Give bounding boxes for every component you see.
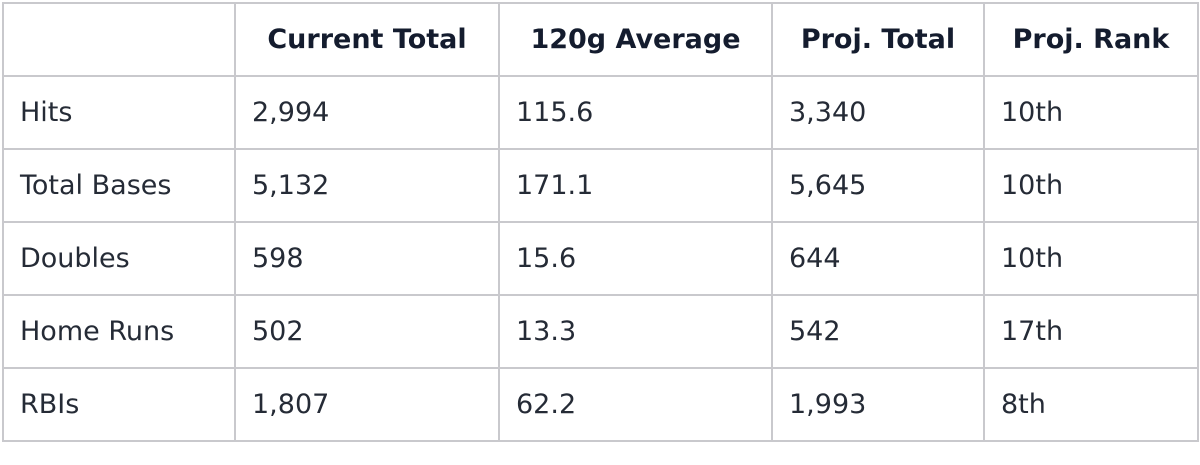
table-row: Total Bases 5,132 171.1 5,645 10th: [2, 148, 1199, 223]
proj-rank-cell: 10th: [983, 148, 1199, 223]
table-row: Hits 2,994 115.6 3,340 10th: [2, 75, 1199, 150]
proj-rank-cell: 17th: [983, 294, 1199, 369]
current-total-cell: 5,132: [234, 148, 500, 223]
stat-name-cell: Hits: [2, 75, 236, 150]
stat-name-cell: Total Bases: [2, 148, 236, 223]
table-row: Doubles 598 15.6 644 10th: [2, 221, 1199, 296]
header-cell-current-total: Current Total: [234, 2, 500, 77]
header-cell-proj-total: Proj. Total: [771, 2, 985, 77]
header-row: Current Total 120g Average Proj. Total P…: [2, 2, 1199, 77]
header-cell-proj-rank: Proj. Rank: [983, 2, 1199, 77]
table-row: RBIs 1,807 62.2 1,993 8th: [2, 367, 1199, 442]
proj-total-cell: 644: [771, 221, 985, 296]
current-total-cell: 502: [234, 294, 500, 369]
avg-120g-cell: 115.6: [498, 75, 773, 150]
current-total-cell: 598: [234, 221, 500, 296]
stats-projection-table: Current Total 120g Average Proj. Total P…: [2, 2, 1199, 442]
proj-rank-cell: 8th: [983, 367, 1199, 442]
proj-total-cell: 5,645: [771, 148, 985, 223]
header-cell-120g-average: 120g Average: [498, 2, 773, 77]
proj-rank-cell: 10th: [983, 75, 1199, 150]
table-row: Home Runs 502 13.3 542 17th: [2, 294, 1199, 369]
stat-name-cell: Doubles: [2, 221, 236, 296]
table-header: Current Total 120g Average Proj. Total P…: [2, 2, 1199, 77]
avg-120g-cell: 13.3: [498, 294, 773, 369]
proj-total-cell: 3,340: [771, 75, 985, 150]
table-body: Hits 2,994 115.6 3,340 10th Total Bases …: [2, 75, 1199, 442]
header-cell-stat: [2, 2, 236, 77]
avg-120g-cell: 62.2: [498, 367, 773, 442]
proj-rank-cell: 10th: [983, 221, 1199, 296]
avg-120g-cell: 15.6: [498, 221, 773, 296]
current-total-cell: 2,994: [234, 75, 500, 150]
stat-name-cell: RBIs: [2, 367, 236, 442]
proj-total-cell: 1,993: [771, 367, 985, 442]
current-total-cell: 1,807: [234, 367, 500, 442]
stat-name-cell: Home Runs: [2, 294, 236, 369]
proj-total-cell: 542: [771, 294, 985, 369]
avg-120g-cell: 171.1: [498, 148, 773, 223]
